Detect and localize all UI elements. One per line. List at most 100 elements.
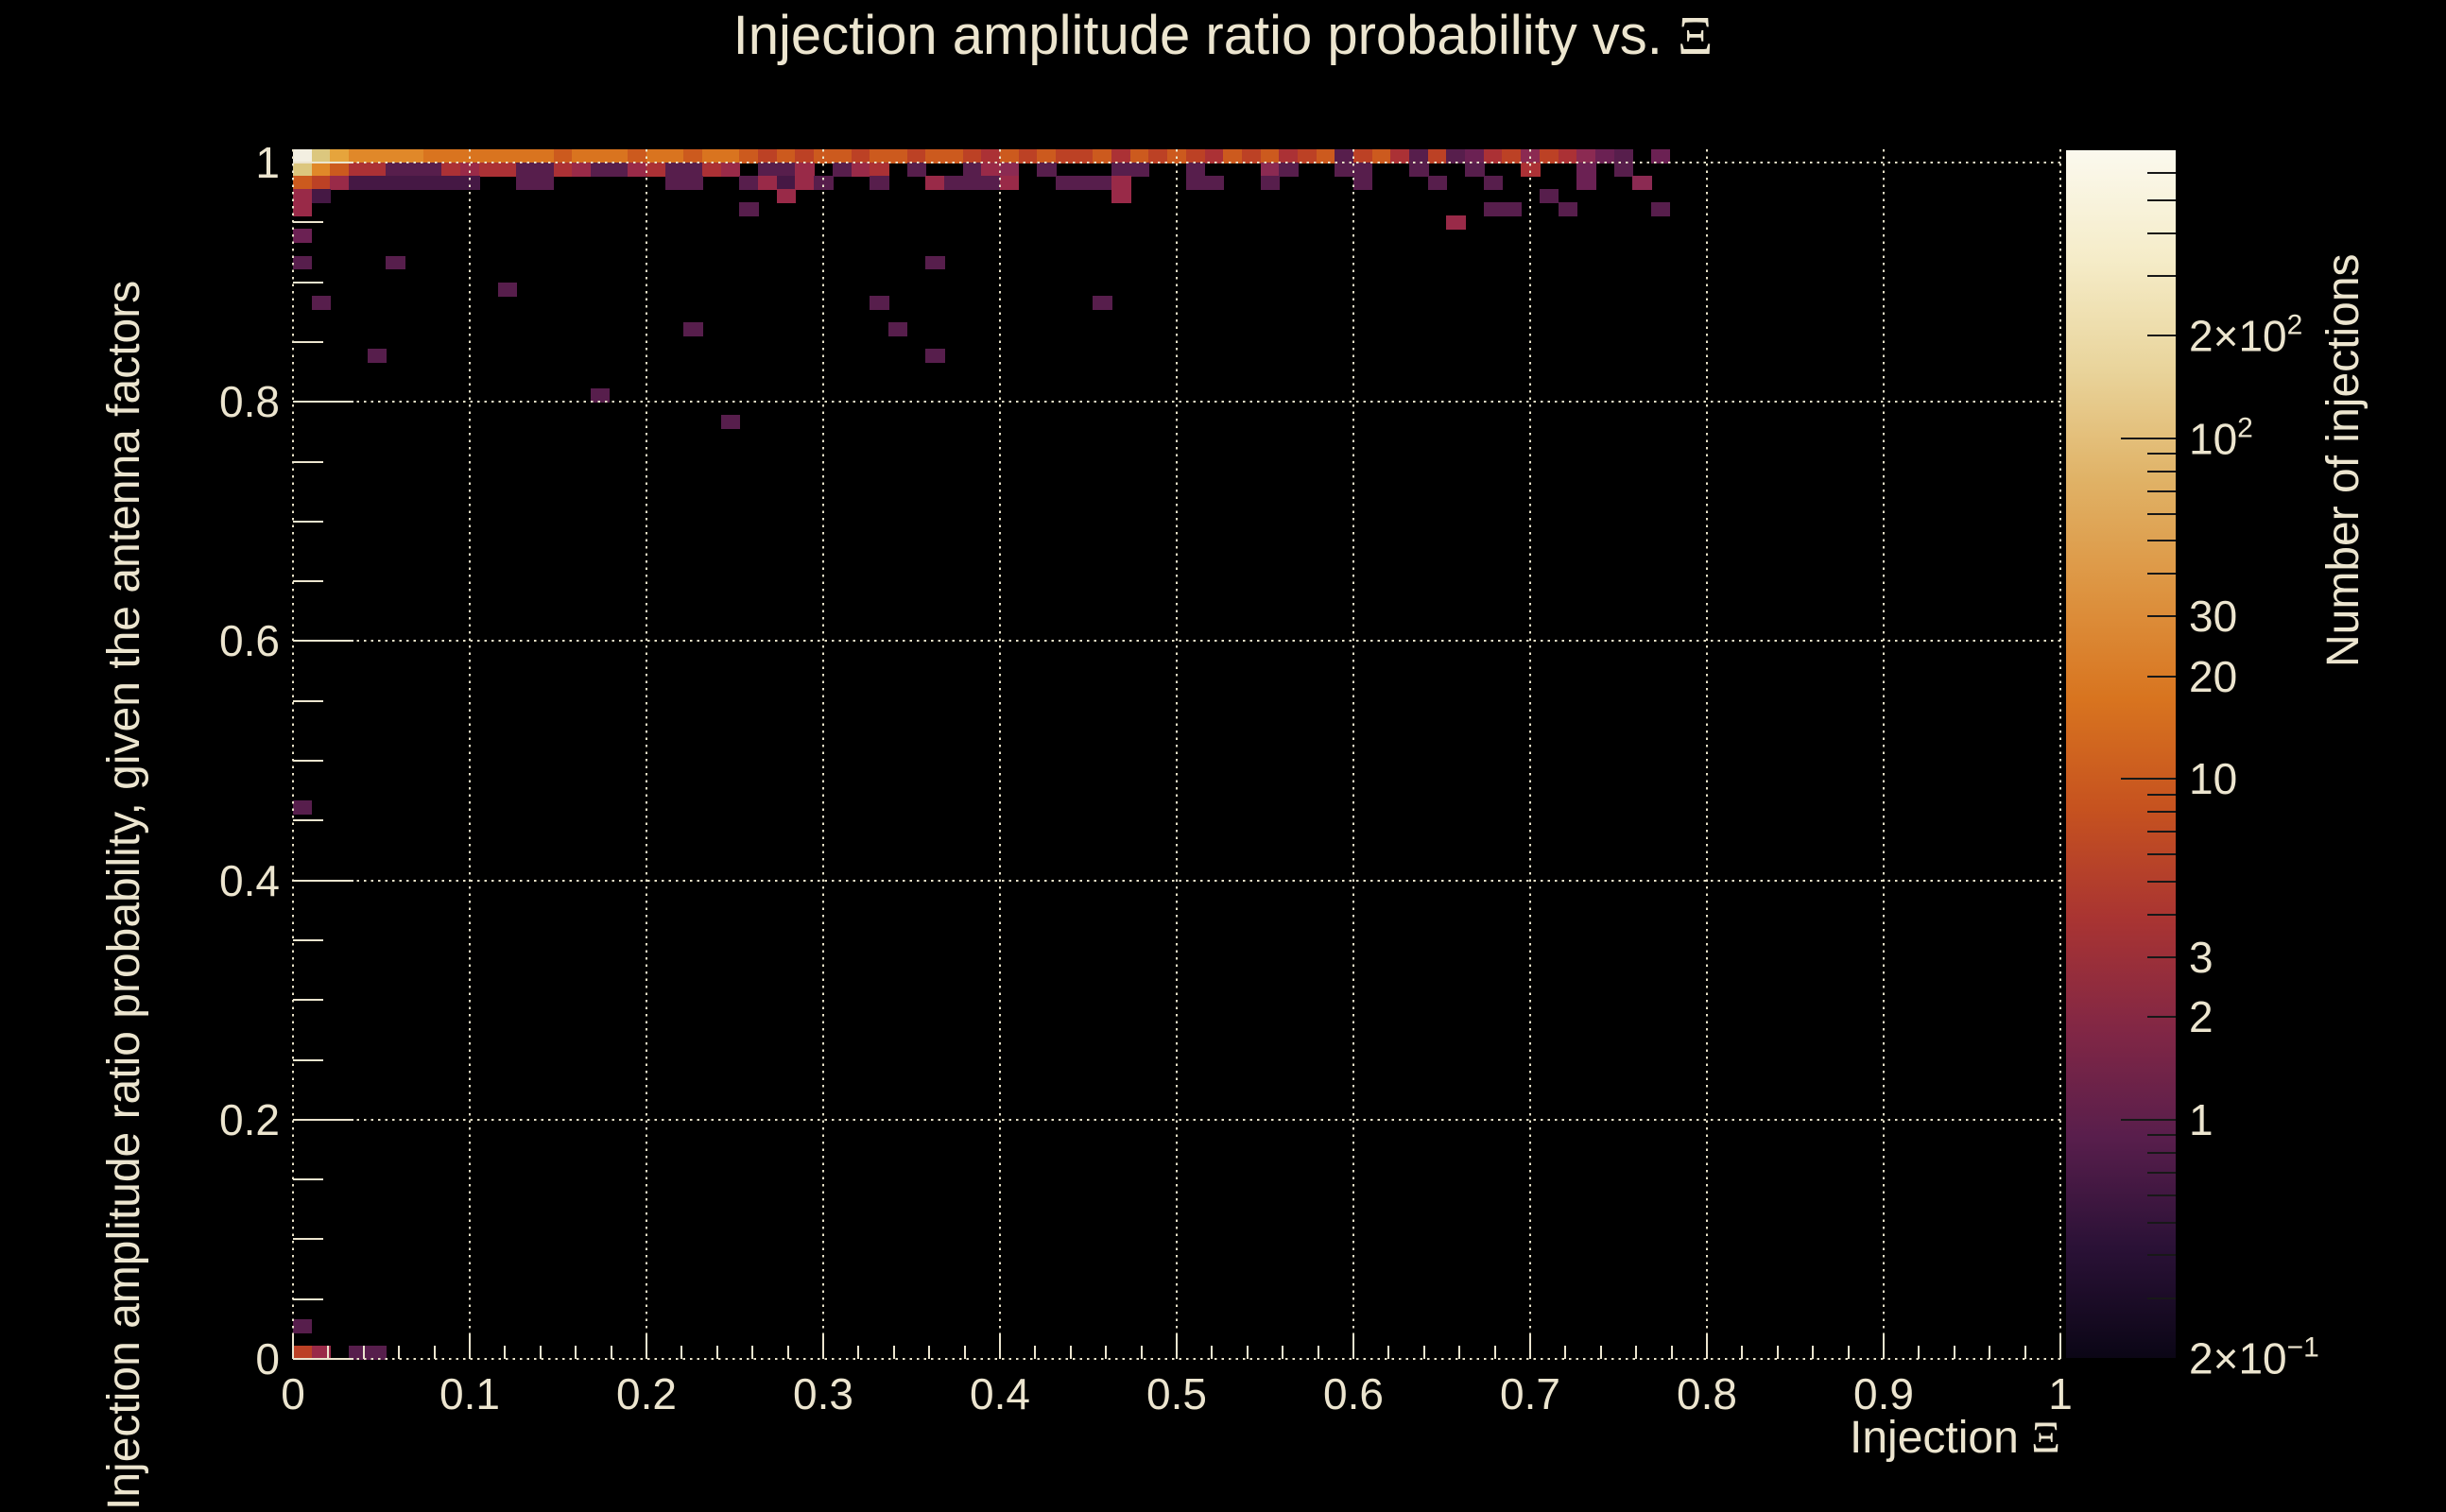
x-major-tick (646, 1334, 647, 1359)
gridline-x (469, 149, 471, 1359)
heatmap-cell (981, 163, 1001, 177)
heatmap-cell (293, 176, 313, 190)
heatmap-cell (943, 176, 964, 190)
heatmap-cell (1650, 149, 1671, 163)
y-minor-tick (293, 1058, 323, 1061)
heatmap-cell (293, 229, 313, 244)
x-major-tick (2059, 1334, 2061, 1359)
heatmap-cell (1111, 163, 1131, 177)
y-major-tick (293, 1118, 353, 1121)
x-minor-tick (857, 1346, 860, 1359)
heatmap-cell (981, 176, 1001, 190)
x-axis-title-text: Injection (1850, 1413, 2032, 1463)
colorbar-minor-tick (2147, 675, 2176, 678)
x-minor-tick (433, 1346, 436, 1359)
x-major-tick (822, 1334, 824, 1359)
heatmap-cell (590, 163, 611, 177)
x-minor-tick (539, 1346, 542, 1359)
heatmap-cell (962, 149, 983, 163)
heatmap-cell (720, 149, 741, 163)
y-major-tick (293, 162, 353, 163)
heatmap-cell (293, 189, 313, 204)
x-minor-tick (1493, 1346, 1496, 1359)
gridline-x (1706, 149, 1708, 1359)
heatmap-cell (1446, 149, 1466, 163)
x-minor-tick (892, 1346, 895, 1359)
y-major-tick (293, 879, 353, 882)
heatmap-cell (1297, 149, 1318, 163)
heatmap-cell (311, 1345, 332, 1360)
heatmap-cell (1576, 176, 1596, 190)
heatmap-cell (1000, 176, 1020, 190)
y-minor-tick (293, 938, 323, 941)
x-minor-tick (1635, 1346, 1638, 1359)
heatmap-cell (1335, 163, 1354, 177)
x-minor-tick (680, 1346, 683, 1359)
colorbar-tick-label: 2×102 (2189, 309, 2303, 361)
gridline-x (2059, 149, 2061, 1359)
y-minor-tick (293, 999, 323, 1002)
x-tick-label: 0.3 (793, 1369, 853, 1418)
heatmap-cell (870, 149, 889, 163)
gridline-x (822, 149, 824, 1359)
colorbar-minor-tick (2147, 913, 2176, 916)
heatmap-cell (1558, 202, 1577, 217)
colorbar-minor-tick (2147, 1171, 2176, 1174)
heatmap-cell (1204, 176, 1224, 190)
colorbar-minor-tick (2147, 615, 2176, 618)
y-minor-tick (293, 1238, 323, 1241)
gridline-x (1883, 149, 1885, 1359)
y-tick-label: 0.2 (219, 1094, 280, 1144)
colorbar-minor-tick (2147, 1221, 2176, 1224)
heatmap-cell (516, 176, 536, 190)
heatmap-cell (367, 1345, 388, 1360)
heatmap-cell (293, 1345, 313, 1360)
colorbar-tick-label: 1 (2189, 1094, 2213, 1144)
x-minor-tick (1069, 1346, 1072, 1359)
x-minor-tick (1387, 1346, 1390, 1359)
chart-title: Injection amplitude ratio probability vs… (0, 4, 2446, 67)
heatmap-cell (870, 176, 889, 190)
x-minor-tick (1776, 1346, 1779, 1359)
heatmap-cell (1241, 149, 1262, 163)
heatmap-cell (1409, 163, 1429, 177)
heatmap-cell (1204, 149, 1224, 163)
heatmap-cell (1483, 149, 1504, 163)
y-tick-label: 0.8 (219, 377, 280, 427)
x-minor-tick (1211, 1346, 1214, 1359)
colorbar-minor-tick (2147, 1151, 2176, 1154)
heatmap-cell (702, 163, 722, 177)
heatmap-cell (386, 163, 405, 177)
heatmap-cell (1093, 149, 1112, 163)
heatmap-cell (1353, 149, 1373, 163)
colorbar-minor-tick (2147, 540, 2176, 542)
heatmap-cell (702, 149, 722, 163)
heatmap-cell (311, 189, 332, 204)
heatmap-cell (981, 149, 1001, 163)
x-axis-title: Injection Ξ (1493, 1412, 2060, 1464)
heatmap-cell (795, 176, 815, 190)
y-minor-tick (293, 340, 323, 343)
heatmap-cell (422, 163, 443, 177)
colorbar-minor-tick (2147, 490, 2176, 492)
heatmap-cell (795, 163, 815, 177)
x-minor-tick (1140, 1346, 1143, 1359)
x-minor-tick (1105, 1346, 1108, 1359)
y-minor-tick (293, 1178, 323, 1181)
x-tick-label: 0.4 (970, 1369, 1030, 1418)
heatmap-cell (1650, 202, 1671, 217)
heatmap-cell (1000, 149, 1020, 163)
y-major-tick (293, 401, 353, 404)
colorbar-minor-tick (2147, 573, 2176, 576)
heatmap-cell (1111, 189, 1131, 204)
x-tick-label: 0.9 (1853, 1369, 1914, 1418)
colorbar-minor-tick (2147, 512, 2176, 515)
heatmap-cell (1353, 163, 1373, 177)
heatmap-cell (1316, 149, 1336, 163)
heatmap-cell (553, 149, 574, 163)
heatmap-cell (422, 176, 443, 190)
heatmap-cell (1279, 163, 1299, 177)
colorbar-minor-tick (2147, 335, 2176, 337)
heatmap-cell (1111, 176, 1131, 190)
